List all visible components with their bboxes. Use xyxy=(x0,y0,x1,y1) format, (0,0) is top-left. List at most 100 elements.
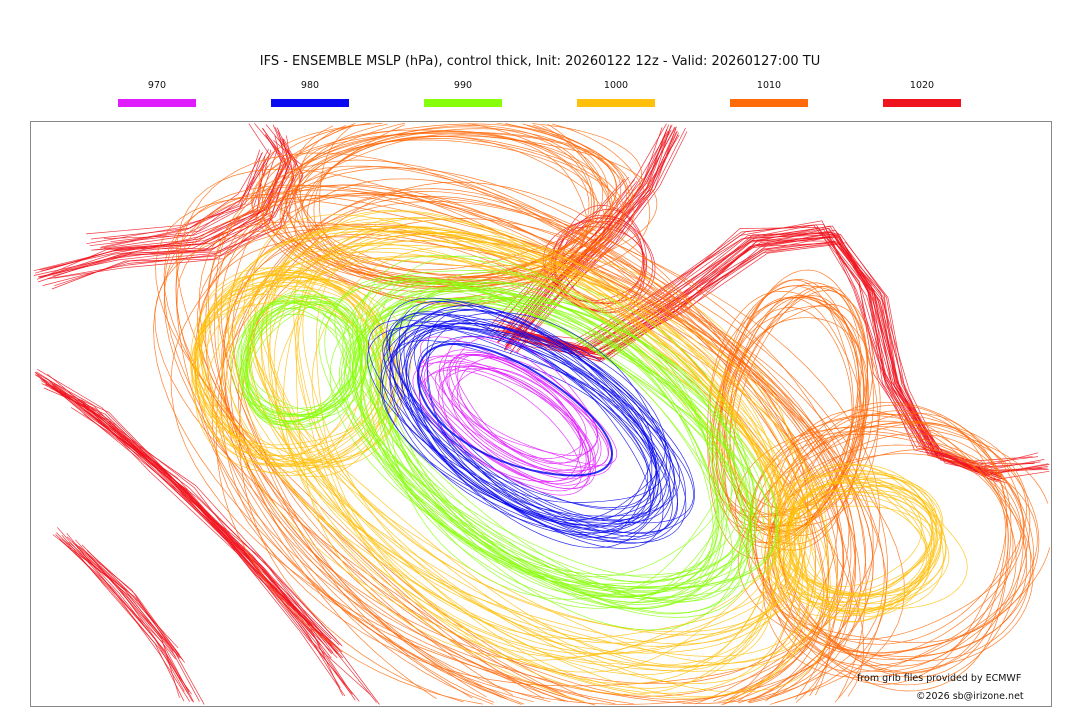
isobar-1020 xyxy=(81,399,360,702)
isobar-1000 xyxy=(769,505,933,615)
isobar-1010 xyxy=(205,159,874,705)
isobar-990 xyxy=(363,282,725,578)
isobar-990 xyxy=(241,300,353,409)
isobar-990 xyxy=(235,301,348,416)
isobar-970 xyxy=(448,336,598,456)
isobar-1020 xyxy=(53,383,343,647)
isobar-1010 xyxy=(208,184,874,706)
isobar-980 xyxy=(396,308,657,510)
legend-swatch xyxy=(271,99,349,107)
isobar-970 xyxy=(438,355,583,464)
isobar-1000 xyxy=(804,475,946,614)
isobar-1000 xyxy=(247,256,773,667)
isobar-990 xyxy=(377,281,750,594)
isobar-1000 xyxy=(767,473,937,610)
isobar-1020 xyxy=(52,534,180,698)
isobar-1010 xyxy=(755,421,1024,686)
isobar-1010 xyxy=(283,138,624,284)
isobar-980 xyxy=(398,301,694,524)
isobar-970 xyxy=(441,366,589,482)
isobar-1000 xyxy=(249,244,782,672)
isobar-1020 xyxy=(42,138,289,286)
isobar-990 xyxy=(384,287,743,600)
isobar-1020 xyxy=(505,130,670,348)
isobar-980 xyxy=(382,325,657,534)
isobar-990 xyxy=(341,299,733,603)
legend-swatch xyxy=(730,99,808,107)
isobar-1020 xyxy=(93,147,279,251)
isobar-1010 xyxy=(198,236,844,700)
isobar-980 xyxy=(405,328,675,543)
isobar-970 xyxy=(457,354,609,468)
legend-item-980: 980 xyxy=(271,80,349,107)
isobar-970 xyxy=(455,353,599,465)
isobar-1000 xyxy=(786,486,943,617)
isobar-980 xyxy=(408,319,651,508)
isobar-1000 xyxy=(786,477,944,605)
isobar-990 xyxy=(241,303,363,430)
isobar-990 xyxy=(334,276,758,601)
isobar-1010 xyxy=(269,126,592,305)
isobar-980 xyxy=(398,327,658,535)
isobar-990 xyxy=(360,302,743,602)
isobar-1000 xyxy=(201,279,400,464)
isobar-1020 xyxy=(33,129,287,272)
isobar-990 xyxy=(369,255,779,589)
isobar-990 xyxy=(239,302,357,417)
isobar-970 xyxy=(449,353,610,472)
isobar-1020 xyxy=(509,132,680,355)
isobar-1020 xyxy=(45,377,342,659)
isobar-1020 xyxy=(52,385,342,646)
legend-swatch xyxy=(118,99,196,107)
isobar-980 xyxy=(368,319,670,549)
isobar-1020 xyxy=(81,544,186,663)
isobar-1000 xyxy=(779,474,923,587)
isobar-1010 xyxy=(294,135,606,279)
isobar-980 xyxy=(388,314,653,522)
isobar-970 xyxy=(419,369,582,492)
isobar-990 xyxy=(352,298,719,598)
pressure-map xyxy=(30,121,1052,707)
isobar-980 xyxy=(390,340,649,538)
isobar-1020 xyxy=(38,127,287,278)
isobar-1010 xyxy=(220,166,844,687)
isobar-1020 xyxy=(100,149,269,249)
isobar-1010 xyxy=(715,282,879,527)
isobar-1000 xyxy=(194,276,383,473)
isobar-1010 xyxy=(754,433,1038,667)
isobar-1000 xyxy=(195,274,382,467)
isobar-990 xyxy=(360,289,753,609)
isobar-1000 xyxy=(789,482,933,595)
isobar-1000 xyxy=(252,214,812,655)
isobar-1000 xyxy=(775,470,937,597)
control-isobar xyxy=(416,342,614,477)
isobar-1000 xyxy=(195,285,396,468)
isobar-1000 xyxy=(793,464,942,596)
isobar-990 xyxy=(354,300,714,592)
isobar-1020 xyxy=(520,236,1002,482)
isobar-990 xyxy=(230,290,356,418)
isobar-1020 xyxy=(91,123,270,240)
isobar-1010 xyxy=(215,178,839,705)
isobar-980 xyxy=(389,311,671,524)
isobar-1020 xyxy=(37,368,330,651)
isobar-990 xyxy=(247,303,359,428)
isobar-1000 xyxy=(293,211,828,655)
isobar-990 xyxy=(382,271,757,589)
isobar-1000 xyxy=(777,491,938,622)
isobar-990 xyxy=(246,313,351,426)
isobar-990 xyxy=(352,279,746,582)
isobar-990 xyxy=(249,301,351,411)
legend-item-970: 970 xyxy=(118,80,196,107)
isobar-970 xyxy=(446,351,613,477)
isobar-1020 xyxy=(34,374,371,696)
isobar-1020 xyxy=(512,131,677,345)
isobar-990 xyxy=(351,287,717,583)
isobar-1010 xyxy=(269,122,651,285)
isobar-1000 xyxy=(763,498,932,606)
isobar-1000 xyxy=(266,242,782,673)
isobar-990 xyxy=(329,279,753,618)
isobar-1000 xyxy=(198,267,412,477)
legend-swatch xyxy=(883,99,961,107)
isobar-970 xyxy=(439,349,599,471)
